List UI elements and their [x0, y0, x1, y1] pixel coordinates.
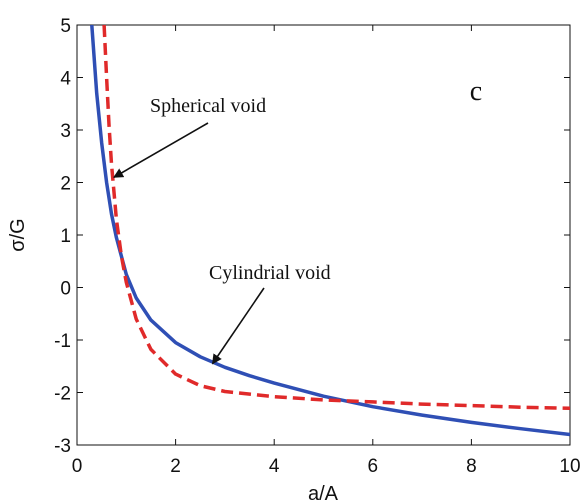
y-tick-label: -3	[54, 436, 71, 457]
x-tick-label: 0	[72, 456, 83, 477]
x-tick-label: 2	[170, 456, 181, 477]
y-tick-label: 5	[60, 16, 71, 37]
y-tick-label: 1	[60, 226, 71, 247]
y-tick-label: 4	[60, 69, 71, 90]
x-tick-label: 8	[466, 456, 477, 477]
y-tick-label: -2	[54, 384, 71, 405]
x-tick-label: 6	[368, 456, 379, 477]
y-tick-label: 0	[60, 279, 71, 300]
y-tick-label: 3	[60, 121, 71, 142]
annotation-arrow	[211, 287, 265, 365]
spherical-void-line	[102, 25, 570, 411]
x-tick-label: 10	[559, 456, 580, 477]
x-tick-label: 4	[269, 456, 280, 477]
cylindrical-void-line	[90, 25, 570, 437]
annotation-label: Cylindrial void	[209, 262, 331, 284]
annotation-arrow	[113, 122, 209, 178]
plot-frame	[76, 24, 571, 446]
annotation-label: Spherical void	[150, 95, 266, 117]
y-tick-label: -1	[54, 331, 71, 352]
y-tick-label: 2	[60, 174, 71, 195]
x-axis-label: a/A	[308, 483, 339, 504]
panel-label: c	[470, 76, 482, 107]
y-axis-label: σ/G	[7, 218, 29, 251]
